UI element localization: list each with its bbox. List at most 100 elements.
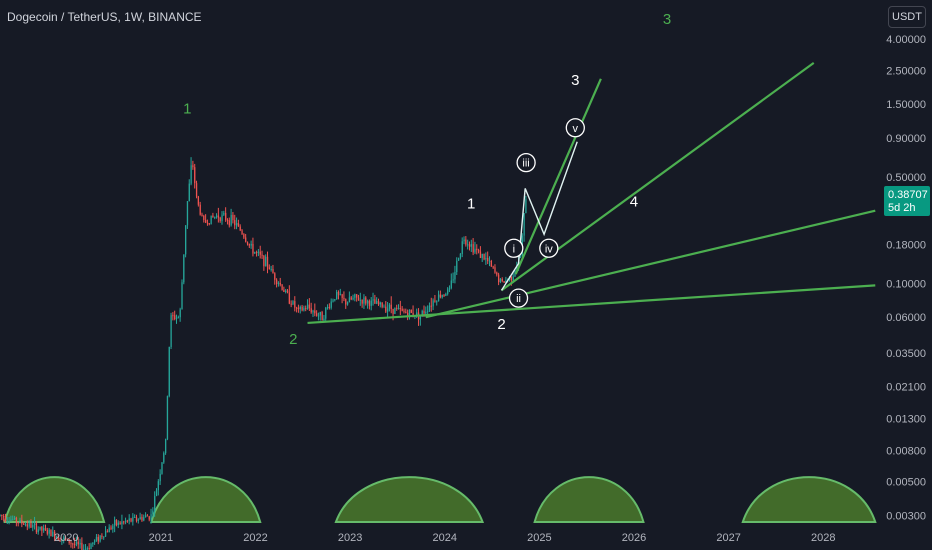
candle-body (157, 481, 160, 491)
candle-body (12, 519, 14, 521)
candle-body (290, 303, 292, 305)
wave-label: 2 (289, 331, 297, 348)
candle-body (223, 212, 225, 215)
candle-body (59, 540, 61, 542)
candle-body (328, 306, 331, 308)
candle-body (465, 239, 467, 245)
candle-body (352, 297, 354, 300)
candle-body (70, 542, 72, 544)
candle-body (212, 215, 214, 218)
candle-body (416, 312, 418, 316)
candle-body (354, 294, 356, 298)
candle-body (190, 165, 192, 184)
candle-body (24, 524, 27, 526)
candle-body (365, 297, 367, 304)
candle-body (346, 302, 349, 305)
candle-body (75, 541, 78, 545)
candle-body (292, 301, 294, 305)
candle-body (104, 531, 107, 537)
candle-body (225, 212, 227, 220)
candle-body (1, 514, 3, 516)
candle-body (372, 299, 374, 301)
candle-body (490, 261, 493, 267)
bar-countdown: 5d 2h (888, 202, 916, 214)
currency-button[interactable]: USDT (888, 6, 926, 28)
candle-body (199, 204, 201, 215)
candle-body (428, 305, 431, 312)
trendline (307, 284, 876, 325)
candle-body (206, 222, 209, 224)
candle-body (188, 183, 190, 202)
candle-body (215, 215, 218, 217)
y-tick-label: 0.03500 (886, 348, 926, 360)
candle-body (177, 317, 180, 319)
candle-body (341, 294, 343, 298)
candle-body (57, 536, 59, 541)
candle-body (243, 234, 245, 238)
candle-body (439, 294, 442, 298)
x-tick-label: 2026 (622, 532, 646, 544)
y-tick-label: 0.10000 (886, 278, 926, 290)
candle-body (101, 535, 103, 537)
candle-body (505, 280, 507, 283)
candle-body (143, 517, 145, 521)
candle-body (170, 315, 172, 347)
candle-body (252, 243, 254, 254)
candle-body (350, 297, 352, 300)
candle-body (421, 310, 423, 316)
candle-body (33, 523, 36, 525)
candle-body (144, 515, 147, 518)
candle-body (181, 282, 183, 310)
candle-body (525, 199, 527, 214)
candle-body (241, 230, 243, 235)
candle-body (385, 306, 387, 312)
candle-body (6, 521, 8, 523)
candle-body (174, 315, 176, 320)
candle-body (423, 310, 425, 314)
candle-body (503, 281, 505, 283)
y-tick-label: 0.02100 (886, 382, 926, 394)
candle-body (3, 515, 5, 518)
candle-body (325, 307, 327, 319)
candle-body (148, 516, 150, 520)
candle-body (168, 346, 170, 397)
candle-body (17, 522, 19, 524)
candle-body (35, 523, 38, 533)
candle-body (286, 290, 289, 293)
candle-body (299, 306, 301, 310)
wave-label: 1 (183, 101, 191, 118)
candle-body (110, 527, 112, 529)
cycle-domes (3, 476, 877, 523)
candle-body (261, 254, 263, 256)
candle-body (79, 542, 81, 545)
candle-body (461, 241, 463, 254)
candle-body (43, 528, 45, 531)
candle-body (317, 315, 320, 317)
candle-body (150, 514, 152, 520)
candle-body (248, 243, 250, 246)
candle-body (135, 516, 138, 521)
candle-body (175, 317, 178, 320)
candle-body (463, 239, 465, 242)
candle-body (510, 276, 513, 281)
candle-body (141, 517, 143, 521)
candle-body (52, 531, 54, 537)
candle-body (425, 311, 427, 314)
candle-body (379, 302, 382, 305)
candle-body (401, 308, 403, 311)
y-tick-label: 0.00300 (886, 510, 926, 522)
candle-body (210, 215, 212, 225)
candle-body (366, 300, 369, 304)
candle-body (345, 299, 347, 305)
candle-body (432, 300, 434, 307)
candle-body (412, 312, 414, 317)
candle-body (39, 526, 41, 530)
candle-body (468, 244, 471, 247)
candle-body (13, 517, 16, 520)
candle-body (203, 215, 205, 220)
wave-label: 3 (571, 72, 579, 89)
candle-body (386, 308, 389, 312)
candle-body (427, 311, 429, 313)
candle-body (86, 547, 89, 550)
